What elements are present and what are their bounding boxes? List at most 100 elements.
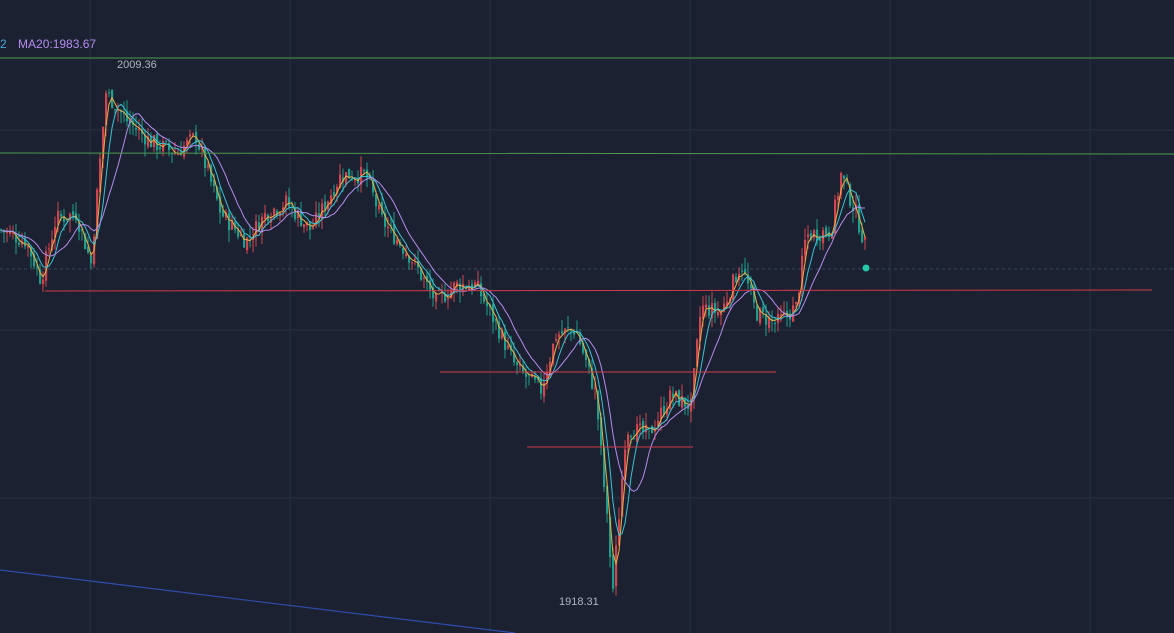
resistance-line-mid	[0, 152, 1174, 155]
candle-body	[228, 213, 231, 231]
trend-lines	[0, 569, 516, 633]
candle-body	[147, 136, 150, 147]
candle-body	[816, 229, 819, 241]
candle-body	[459, 283, 462, 292]
candle-body	[207, 165, 210, 168]
candle-body	[366, 169, 369, 178]
ma-legend: 2 MA20:1983.67	[0, 37, 104, 51]
candle-body	[570, 330, 573, 332]
candle-body	[591, 368, 594, 389]
candle-body	[735, 276, 738, 283]
moving-averages	[0, 96, 866, 566]
candle-body	[330, 195, 333, 205]
candle-body	[762, 307, 765, 312]
candle-body	[444, 293, 447, 302]
candle-body	[132, 120, 135, 126]
candle-body	[72, 211, 75, 216]
candle-body	[156, 133, 159, 151]
candle-body	[447, 298, 450, 300]
candle-body	[666, 408, 669, 415]
candle-body	[615, 545, 618, 587]
candle-body	[582, 342, 585, 353]
candle-body	[426, 275, 429, 283]
candle-body	[222, 210, 225, 217]
trend-line	[0, 569, 516, 633]
candle-body	[387, 226, 390, 229]
candle-body	[507, 345, 510, 349]
candle-body	[318, 213, 321, 219]
candle-body	[342, 177, 345, 182]
candle-body	[339, 174, 342, 188]
candle-body	[498, 321, 501, 339]
candle-body	[417, 260, 420, 268]
ma-legend-fragment: 2	[0, 37, 7, 51]
candle-body	[486, 302, 489, 307]
candle-body	[864, 236, 867, 240]
candle-body	[771, 319, 774, 321]
candle-body	[99, 158, 102, 193]
candle-body	[519, 363, 522, 366]
candle-body	[42, 279, 45, 285]
candle-body	[114, 109, 117, 111]
candle-body	[273, 208, 276, 216]
candle-body	[414, 258, 417, 260]
candle-body	[474, 282, 477, 288]
candle-body	[204, 146, 207, 169]
candle-body	[294, 207, 297, 220]
candle-body	[159, 147, 162, 150]
candle-body	[795, 302, 798, 304]
candle-body	[246, 237, 249, 251]
candle-body	[525, 372, 528, 377]
candle-body	[297, 210, 300, 219]
candle-body	[741, 270, 744, 272]
candle-body	[375, 194, 378, 207]
candle-body	[150, 136, 153, 148]
candle-body	[861, 230, 864, 243]
candle-body	[168, 143, 171, 151]
candle-body	[624, 449, 627, 478]
candle-body	[858, 205, 861, 233]
candle-body	[258, 222, 261, 232]
candle-body	[45, 251, 48, 281]
candle-body	[660, 407, 663, 420]
candle-body	[15, 235, 18, 243]
candle-body	[495, 319, 498, 321]
candle-body	[627, 434, 630, 447]
candle-body	[492, 304, 495, 322]
candle-body	[504, 331, 507, 350]
ma20-line	[0, 113, 865, 492]
candle-body	[612, 554, 615, 589]
candle-body	[276, 210, 279, 215]
candle-body	[699, 316, 702, 342]
candle-body	[408, 256, 411, 263]
candle-body	[84, 233, 87, 250]
candle-body	[378, 205, 381, 210]
candle-body	[747, 274, 750, 284]
candle-body	[216, 186, 219, 200]
candle-body	[219, 196, 222, 213]
candle-body	[264, 213, 267, 220]
candle-body	[324, 201, 327, 211]
candle-body	[144, 134, 147, 145]
labels: 2009.36 1918.31	[117, 59, 599, 608]
candle-body	[645, 424, 648, 433]
candle-body	[60, 214, 63, 217]
high-price-label: 2009.36	[117, 59, 157, 71]
candle-body	[558, 334, 561, 338]
candle-body	[405, 253, 408, 257]
candle-body	[726, 301, 729, 306]
candle-body	[837, 195, 840, 201]
candle-body	[63, 217, 66, 222]
candle-body	[681, 395, 684, 408]
candle-body	[804, 239, 807, 256]
candle-body	[312, 227, 315, 229]
candle-body	[780, 314, 783, 318]
candle-body	[396, 240, 399, 245]
candle-body	[603, 447, 606, 487]
candle-body	[753, 286, 756, 303]
candle-body	[6, 231, 9, 233]
candle-body	[564, 328, 567, 333]
candle-body	[267, 214, 270, 221]
